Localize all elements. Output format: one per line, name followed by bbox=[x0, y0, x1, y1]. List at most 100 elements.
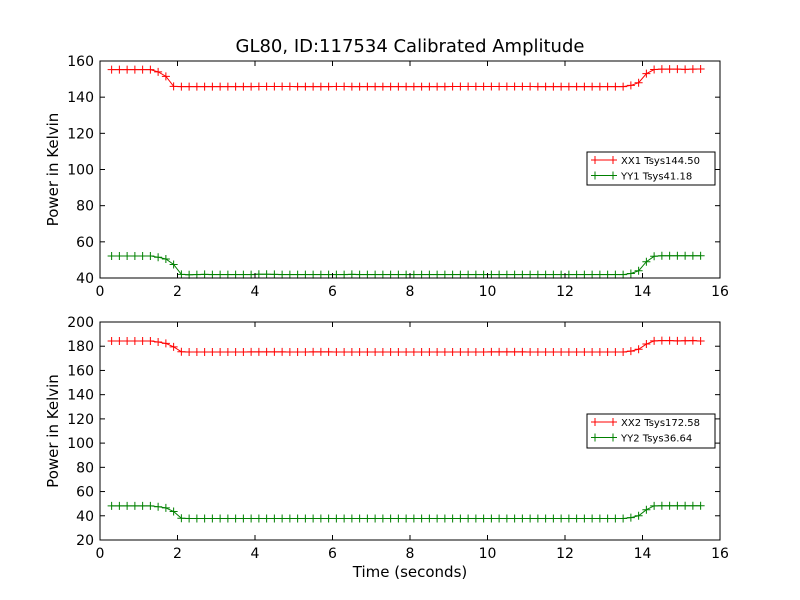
data-point bbox=[448, 514, 457, 523]
x-tick-label: 2 bbox=[173, 284, 182, 300]
data-point bbox=[200, 348, 209, 357]
data-point bbox=[278, 514, 287, 523]
data-point bbox=[557, 348, 566, 357]
x-tick-label: 8 bbox=[406, 284, 415, 300]
data-point bbox=[572, 82, 581, 91]
data-point bbox=[495, 82, 504, 91]
data-point bbox=[355, 348, 364, 357]
data-point bbox=[456, 514, 465, 523]
data-point bbox=[456, 82, 465, 91]
data-point bbox=[394, 348, 403, 357]
data-point bbox=[231, 270, 240, 279]
data-point bbox=[518, 347, 527, 356]
data-point bbox=[619, 514, 628, 523]
data-point bbox=[557, 514, 566, 523]
data-point bbox=[378, 348, 387, 357]
data-point bbox=[433, 82, 442, 91]
data-point bbox=[650, 65, 659, 74]
data-point bbox=[688, 65, 697, 74]
data-point bbox=[526, 514, 535, 523]
data-point bbox=[115, 65, 124, 74]
data-point bbox=[216, 514, 225, 523]
data-point bbox=[417, 514, 426, 523]
data-point bbox=[262, 514, 271, 523]
data-point bbox=[564, 514, 573, 523]
data-point bbox=[495, 514, 504, 523]
data-point bbox=[657, 336, 666, 345]
data-point bbox=[161, 503, 170, 512]
data-point bbox=[619, 82, 628, 91]
data-point bbox=[208, 348, 217, 357]
data-point bbox=[394, 82, 403, 91]
data-point bbox=[487, 270, 496, 279]
data-point bbox=[433, 270, 442, 279]
data-point bbox=[192, 514, 201, 523]
data-point bbox=[557, 82, 566, 91]
data-point bbox=[541, 82, 550, 91]
data-point bbox=[611, 514, 620, 523]
data-point bbox=[409, 348, 418, 357]
data-point bbox=[254, 347, 263, 356]
data-point bbox=[239, 514, 248, 523]
data-point bbox=[340, 348, 349, 357]
data-point bbox=[471, 348, 480, 357]
legend-marker bbox=[591, 156, 599, 164]
y-tick-label: 40 bbox=[76, 271, 94, 287]
data-point bbox=[657, 65, 666, 74]
data-point bbox=[371, 514, 380, 523]
data-point bbox=[324, 514, 333, 523]
data-point bbox=[495, 347, 504, 356]
data-point bbox=[657, 251, 666, 260]
x-tick-label: 8 bbox=[406, 546, 415, 562]
data-point bbox=[208, 270, 217, 279]
data-point bbox=[394, 514, 403, 523]
data-point bbox=[479, 348, 488, 357]
data-point bbox=[510, 82, 519, 91]
data-point bbox=[603, 348, 612, 357]
data-point bbox=[216, 270, 225, 279]
data-point bbox=[650, 336, 659, 345]
data-point bbox=[192, 348, 201, 357]
data-point bbox=[185, 514, 194, 523]
data-point bbox=[355, 270, 364, 279]
data-point bbox=[115, 337, 124, 346]
data-point bbox=[332, 82, 341, 91]
legend-marker bbox=[609, 433, 617, 442]
data-point bbox=[154, 67, 163, 76]
data-point bbox=[471, 270, 480, 279]
y-tick-label: 80 bbox=[76, 199, 94, 215]
data-point bbox=[688, 501, 697, 510]
data-point bbox=[634, 345, 643, 354]
data-point bbox=[464, 82, 473, 91]
data-point bbox=[169, 82, 178, 91]
data-point bbox=[665, 336, 674, 345]
x-tick-label: 4 bbox=[251, 546, 260, 562]
data-point bbox=[200, 82, 209, 91]
data-point bbox=[696, 501, 705, 510]
data-point bbox=[340, 270, 349, 279]
data-point bbox=[642, 340, 651, 349]
data-point bbox=[146, 251, 155, 260]
data-point bbox=[409, 82, 418, 91]
x-tick-label: 0 bbox=[96, 546, 105, 562]
data-point bbox=[324, 82, 333, 91]
y-tick-label: 100 bbox=[67, 163, 94, 179]
data-point bbox=[301, 348, 310, 357]
data-point bbox=[278, 82, 287, 91]
data-point bbox=[138, 501, 147, 510]
data-point bbox=[588, 270, 597, 279]
data-point bbox=[223, 348, 232, 357]
data-point bbox=[262, 82, 271, 91]
data-point bbox=[340, 82, 349, 91]
x-tick-label: 16 bbox=[711, 284, 729, 300]
data-point bbox=[107, 65, 116, 74]
y-tick-label: 200 bbox=[67, 315, 94, 331]
data-point bbox=[231, 514, 240, 523]
data-point bbox=[239, 270, 248, 279]
data-point bbox=[572, 348, 581, 357]
data-point bbox=[502, 270, 511, 279]
data-point bbox=[642, 69, 651, 78]
data-point bbox=[440, 348, 449, 357]
data-point bbox=[595, 514, 604, 523]
